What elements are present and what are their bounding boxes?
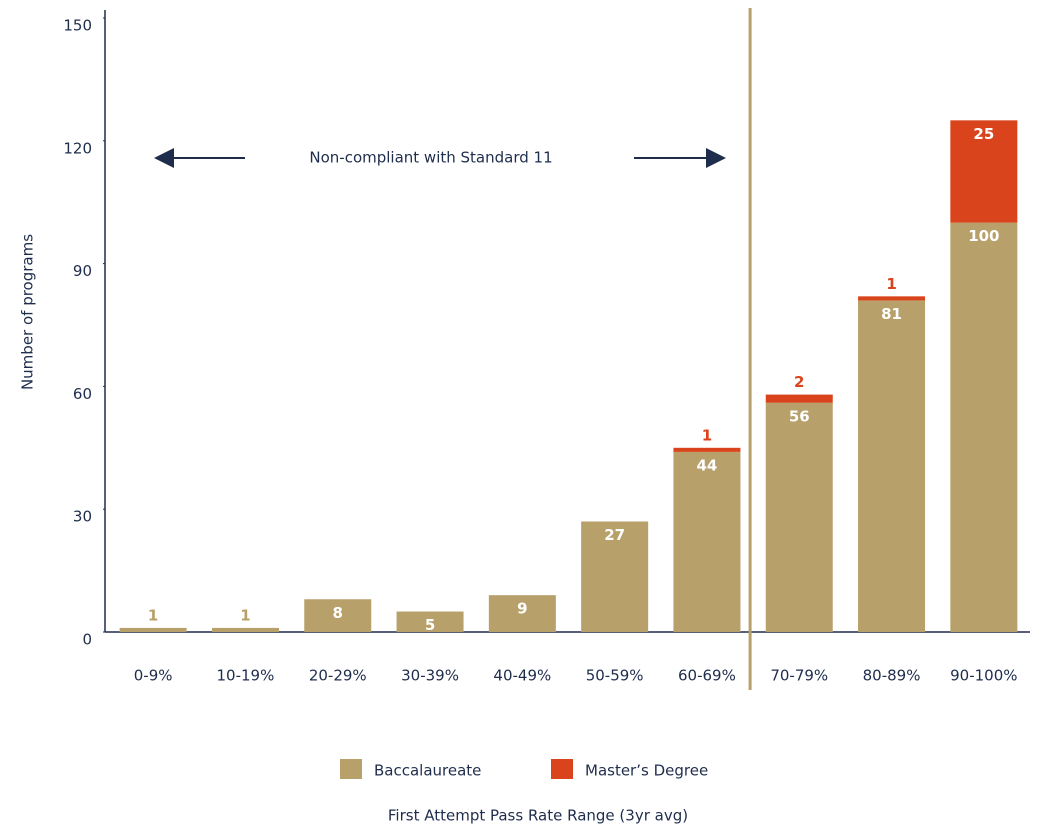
- x-tick-label: 50-59%: [586, 667, 644, 685]
- y-axis-title: Number of programs: [19, 234, 37, 390]
- bar-segment: [304, 599, 372, 632]
- data-label: 1: [886, 275, 896, 293]
- bar-segment: [673, 451, 741, 632]
- data-label: 8: [333, 604, 343, 622]
- x-axis-title: First Attempt Pass Rate Range (3yr avg): [388, 807, 688, 825]
- x-tick-label: 80-89%: [863, 667, 921, 685]
- x-tick-label: 90-100%: [950, 667, 1017, 685]
- data-label: 1: [702, 426, 712, 444]
- bar-segment: [765, 402, 833, 632]
- data-label: 1: [240, 606, 250, 624]
- bar-segment: [488, 595, 556, 632]
- y-tick-label: 60: [73, 385, 92, 403]
- data-label: 2: [794, 373, 804, 391]
- bar-segment: [765, 394, 833, 403]
- x-tick-label: 0-9%: [134, 667, 173, 685]
- data-label: 1: [148, 606, 158, 624]
- bar-segment: [858, 296, 926, 301]
- legend-swatch: [551, 759, 573, 779]
- y-tick-label: 120: [63, 139, 92, 157]
- annotation: Non-compliant with Standard 11: [309, 149, 552, 167]
- x-tick-label: 70-79%: [770, 667, 828, 685]
- y-tick-label: 150: [63, 17, 92, 35]
- data-label: 56: [789, 407, 810, 425]
- y-tick-label: 90: [73, 262, 92, 280]
- x-tick-label: 10-19%: [217, 667, 275, 685]
- bar-segment: [211, 627, 279, 632]
- data-label: 100: [968, 227, 999, 245]
- data-label: 81: [881, 305, 902, 323]
- legend-label: Baccalaureate: [374, 762, 481, 780]
- x-tick-label: 60-69%: [678, 667, 736, 685]
- data-label: 5: [425, 616, 435, 634]
- y-tick-label: 30: [73, 508, 92, 526]
- bar-segment: [396, 611, 464, 632]
- data-label: 9: [517, 600, 527, 618]
- y-tick-label: 0: [82, 631, 92, 649]
- bar-segment: [581, 521, 649, 632]
- legend-swatch: [340, 759, 362, 779]
- legend-label: Master’s Degree: [585, 762, 708, 780]
- bar-segment: [858, 300, 926, 632]
- bar-segment: [950, 222, 1018, 632]
- data-label: 25: [973, 125, 994, 143]
- x-tick-label: 30-39%: [401, 667, 459, 685]
- data-label: 27: [604, 526, 625, 544]
- x-tick-label: 40-49%: [493, 667, 551, 685]
- data-label: 44: [697, 456, 718, 474]
- x-tick-label: 20-29%: [309, 667, 367, 685]
- bar-segment: [673, 447, 741, 452]
- bar-segment: [119, 627, 187, 632]
- bar-segment: [950, 120, 1018, 223]
